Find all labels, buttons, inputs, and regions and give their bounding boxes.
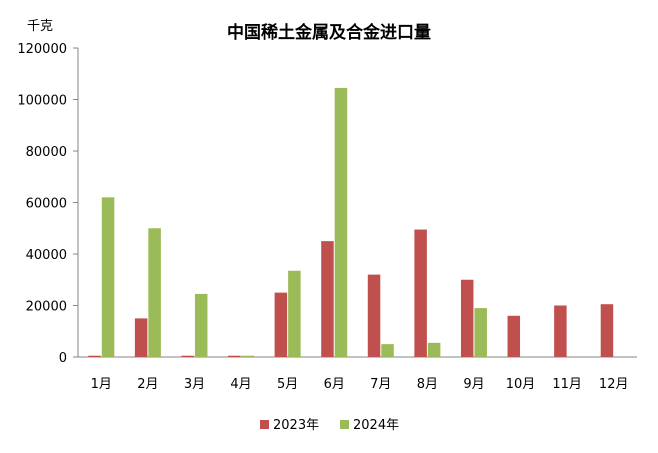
bar-series1-8 xyxy=(414,229,427,357)
x-tick-label: 12月 xyxy=(599,377,629,392)
bar-series2-2 xyxy=(148,228,161,357)
y-tick-label: 60000 xyxy=(26,197,67,212)
x-tick-label: 6月 xyxy=(324,377,345,392)
bar-series2-4 xyxy=(241,355,255,357)
y-tick-label: 100000 xyxy=(17,94,67,109)
y-tick-label: 120000 xyxy=(17,42,67,57)
bars-group xyxy=(88,87,614,357)
legend-swatch-1 xyxy=(260,420,269,429)
y-tick-label: 20000 xyxy=(26,300,67,315)
bar-series1-1 xyxy=(88,355,101,357)
y-tick-label: 0 xyxy=(59,351,67,366)
legend: 2023年 2024年 xyxy=(260,418,399,433)
bar-series1-6 xyxy=(321,241,334,357)
legend-label-2: 2024年 xyxy=(353,418,399,433)
y-axis-ticks: 0 20000 40000 60000 80000 100000 120000 xyxy=(17,42,78,366)
y-axis-unit: 千克 xyxy=(27,19,53,34)
bar-series2-8 xyxy=(427,342,441,357)
chart-title: 中国稀土金属及合金进口量 xyxy=(227,22,431,43)
y-tick-label: 80000 xyxy=(26,145,67,160)
bar-series1-5 xyxy=(274,292,288,357)
bar-series1-4 xyxy=(228,355,241,357)
bar-series2-1 xyxy=(101,197,115,357)
x-tick-label: 9月 xyxy=(463,377,484,392)
x-tick-label: 10月 xyxy=(506,377,536,392)
legend-swatch-2 xyxy=(340,420,349,429)
x-tick-label: 1月 xyxy=(91,377,112,392)
bar-series2-5 xyxy=(288,270,301,357)
bar-series2-6 xyxy=(334,87,348,357)
x-tick-label: 8月 xyxy=(417,377,438,392)
bar-series2-9 xyxy=(474,308,487,357)
x-tick-label: 2月 xyxy=(137,377,158,392)
x-axis-ticks: 1月 2月 3月 4月 5月 6月 7月 8月 9月 10月 11月 12月 xyxy=(91,377,629,392)
x-tick-label: 4月 xyxy=(230,377,251,392)
bar-series1-3 xyxy=(181,355,194,357)
x-tick-label: 11月 xyxy=(552,377,582,392)
bar-series1-11 xyxy=(554,305,567,357)
bar-series2-7 xyxy=(381,344,394,357)
bar-series1-9 xyxy=(460,279,474,357)
bar-series2-3 xyxy=(194,293,208,357)
bar-series1-7 xyxy=(367,274,381,357)
x-tick-label: 5月 xyxy=(277,377,298,392)
bar-series1-2 xyxy=(134,318,148,357)
x-tick-label: 7月 xyxy=(370,377,391,392)
x-tick-label: 3月 xyxy=(184,377,205,392)
bar-series1-12 xyxy=(600,304,614,357)
bar-series1-10 xyxy=(507,315,521,357)
y-tick-label: 40000 xyxy=(26,248,67,263)
legend-label-1: 2023年 xyxy=(273,418,319,433)
